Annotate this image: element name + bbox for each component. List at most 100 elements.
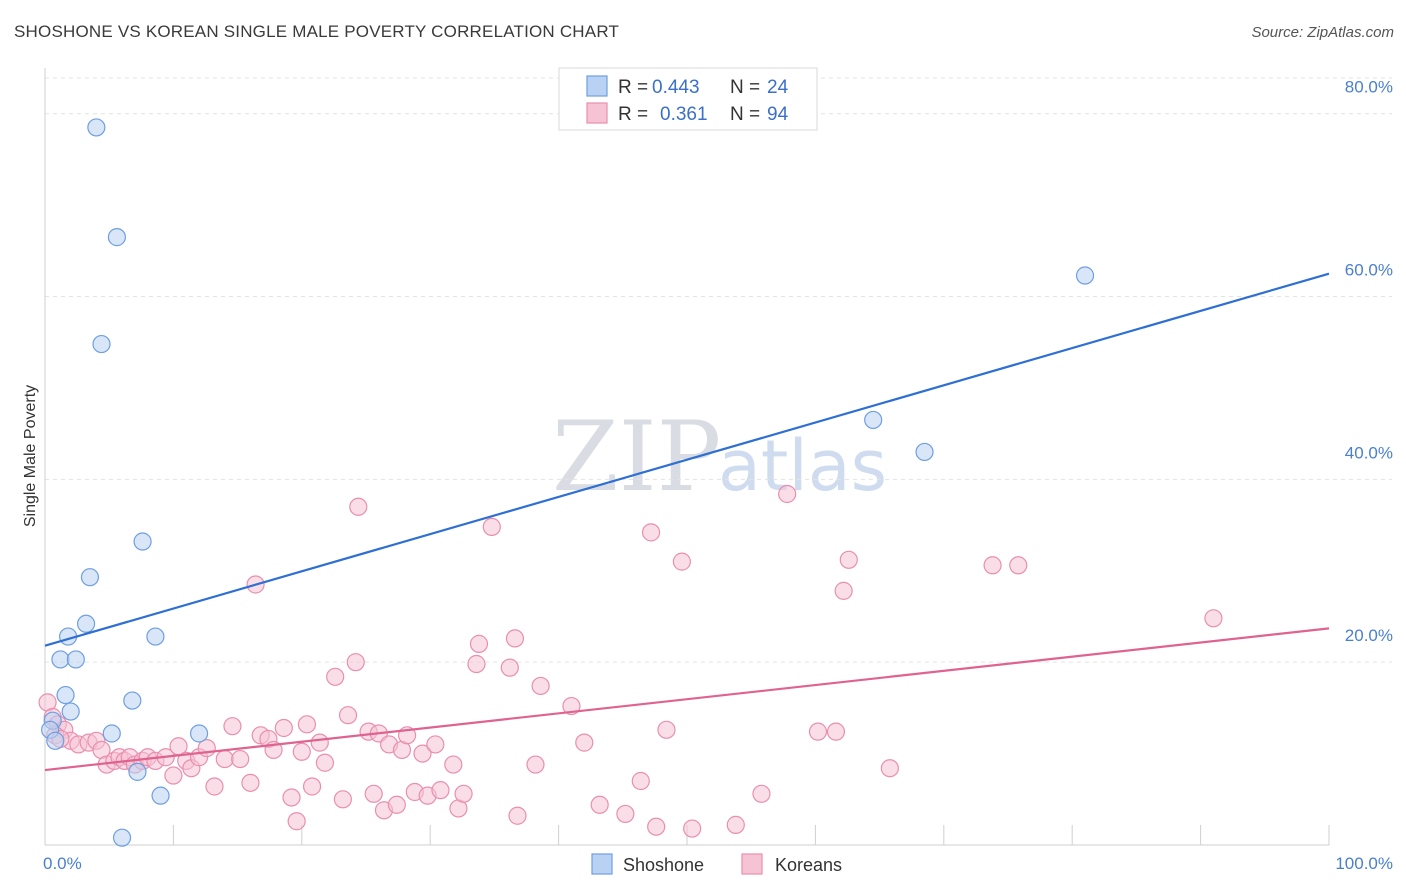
point-koreans <box>647 817 666 836</box>
y-axis-title: Single Male Poverty <box>22 385 39 527</box>
point-koreans <box>454 784 473 803</box>
y-tick-label: 80.0% <box>1345 78 1393 97</box>
point-shoshone <box>128 762 147 781</box>
point-koreans <box>575 733 594 752</box>
point-koreans <box>326 667 345 686</box>
point-shoshone <box>61 702 80 721</box>
point-koreans <box>164 766 183 785</box>
point-koreans <box>826 722 846 741</box>
point-koreans <box>508 806 527 825</box>
point-koreans <box>808 722 828 741</box>
point-koreans <box>839 550 858 569</box>
point-koreans <box>752 784 771 803</box>
bottom-legend-label-shoshone: Shoshone <box>623 855 704 875</box>
point-shoshone <box>87 118 106 137</box>
point-koreans <box>834 581 853 600</box>
point-shoshone <box>66 650 85 669</box>
point-koreans <box>1204 609 1223 628</box>
point-koreans <box>657 720 676 739</box>
point-koreans <box>500 658 519 677</box>
point-koreans <box>672 552 691 571</box>
point-koreans <box>983 556 1002 575</box>
point-koreans <box>505 629 525 648</box>
point-koreans <box>431 781 450 800</box>
point-koreans <box>426 735 445 754</box>
point-koreans <box>631 771 650 791</box>
point-koreans <box>292 742 311 761</box>
watermark-atlas: atlas <box>718 425 887 507</box>
legend-r-label-shoshone: R = <box>618 77 648 98</box>
point-shoshone <box>112 828 132 847</box>
data-points <box>38 118 1223 847</box>
point-koreans <box>223 717 242 736</box>
legend-r-value-koreans: 0.361 <box>660 104 708 125</box>
point-koreans <box>297 715 317 734</box>
point-koreans <box>526 755 545 774</box>
legend-n-label-shoshone: N = <box>730 77 760 98</box>
trend-lines <box>44 272 1330 772</box>
chart-title: SHOSHONE VS KOREAN SINGLE MALE POVERTY C… <box>14 22 620 41</box>
point-koreans <box>387 795 406 814</box>
x-tick-label-min: 0.0% <box>43 854 82 873</box>
point-shoshone <box>76 614 96 633</box>
bottom-legend-swatch-koreans <box>741 853 763 875</box>
point-koreans <box>726 815 745 834</box>
bottom-legend-label-koreans: Koreans <box>775 855 842 875</box>
point-shoshone <box>146 627 165 646</box>
legend-r-value-shoshone: 0.443 <box>652 77 700 98</box>
point-koreans <box>349 497 368 516</box>
point-koreans <box>880 759 899 778</box>
legend-r-label-koreans: R = <box>618 104 648 125</box>
point-koreans <box>413 744 432 763</box>
point-koreans <box>315 753 335 772</box>
point-koreans <box>241 773 260 792</box>
point-koreans <box>616 804 635 824</box>
point-shoshone <box>189 724 209 743</box>
point-koreans <box>444 755 463 774</box>
legend-n-label-koreans: N = <box>730 104 760 125</box>
point-koreans <box>531 676 550 696</box>
point-koreans <box>364 784 383 803</box>
legend-n-value-shoshone: 24 <box>767 77 789 98</box>
point-koreans <box>467 654 486 674</box>
point-koreans <box>310 733 329 752</box>
point-koreans <box>562 696 581 716</box>
point-shoshone <box>46 731 65 750</box>
point-shoshone <box>864 410 883 430</box>
point-shoshone <box>123 691 142 710</box>
legend-swatch-shoshone <box>586 75 608 97</box>
point-koreans <box>346 653 365 672</box>
point-koreans <box>469 634 489 653</box>
point-koreans <box>287 812 306 831</box>
point-shoshone <box>151 786 170 805</box>
point-koreans <box>778 484 797 504</box>
point-koreans <box>231 749 250 769</box>
watermark: ZIP atlas <box>552 401 887 513</box>
legend-swatch-koreans <box>586 102 608 124</box>
point-koreans <box>338 706 358 725</box>
point-shoshone <box>92 334 111 354</box>
point-shoshone <box>1075 266 1095 285</box>
point-shoshone <box>51 650 70 669</box>
bottom-legend-swatch-shoshone <box>591 853 613 875</box>
y-tick-label: 40.0% <box>1345 443 1393 462</box>
y-tick-label: 60.0% <box>1345 261 1393 280</box>
chart-source: Source: ZipAtlas.com <box>1251 24 1394 41</box>
point-koreans <box>205 777 224 796</box>
trend-line-shoshone <box>44 272 1330 647</box>
point-shoshone <box>915 442 934 462</box>
bottom-legend: Shoshone Koreans <box>591 853 842 875</box>
point-koreans <box>215 749 234 769</box>
point-koreans <box>482 517 501 536</box>
point-koreans <box>590 795 609 814</box>
point-shoshone <box>107 228 127 247</box>
legend: R = 0.443 N = 24 R = 0.361 N = 94 <box>558 67 818 131</box>
point-koreans <box>282 788 301 807</box>
point-koreans <box>302 777 322 796</box>
point-koreans <box>683 819 702 838</box>
point-koreans <box>274 718 293 738</box>
grid <box>45 77 1392 663</box>
trend-line-koreans <box>44 627 1330 772</box>
point-koreans <box>333 790 352 809</box>
